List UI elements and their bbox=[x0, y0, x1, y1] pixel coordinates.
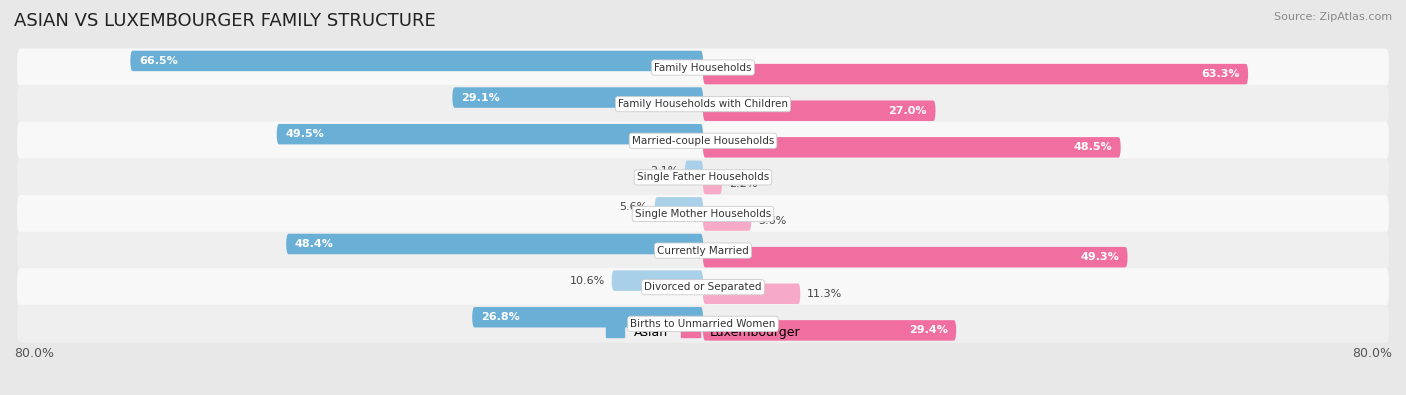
FancyBboxPatch shape bbox=[472, 307, 703, 327]
FancyBboxPatch shape bbox=[17, 305, 1389, 343]
Text: 2.2%: 2.2% bbox=[728, 179, 758, 189]
Text: 48.4%: 48.4% bbox=[295, 239, 333, 249]
FancyBboxPatch shape bbox=[703, 210, 751, 231]
FancyBboxPatch shape bbox=[17, 122, 1389, 160]
FancyBboxPatch shape bbox=[703, 100, 935, 121]
Text: 5.6%: 5.6% bbox=[758, 216, 786, 226]
Text: Family Households: Family Households bbox=[654, 62, 752, 73]
FancyBboxPatch shape bbox=[17, 49, 1389, 87]
FancyBboxPatch shape bbox=[277, 124, 703, 145]
Text: 29.4%: 29.4% bbox=[908, 325, 948, 335]
FancyBboxPatch shape bbox=[703, 64, 1249, 85]
FancyBboxPatch shape bbox=[17, 195, 1389, 233]
FancyBboxPatch shape bbox=[17, 85, 1389, 123]
FancyBboxPatch shape bbox=[17, 268, 1389, 306]
FancyBboxPatch shape bbox=[685, 160, 703, 181]
Text: 49.3%: 49.3% bbox=[1080, 252, 1119, 262]
FancyBboxPatch shape bbox=[612, 270, 703, 291]
Text: 80.0%: 80.0% bbox=[14, 346, 53, 359]
Text: 11.3%: 11.3% bbox=[807, 289, 842, 299]
Text: 48.5%: 48.5% bbox=[1073, 142, 1112, 152]
FancyBboxPatch shape bbox=[703, 247, 1128, 267]
Text: 63.3%: 63.3% bbox=[1201, 69, 1240, 79]
Text: Divorced or Separated: Divorced or Separated bbox=[644, 282, 762, 292]
FancyBboxPatch shape bbox=[703, 320, 956, 340]
Text: 2.1%: 2.1% bbox=[650, 166, 678, 176]
FancyBboxPatch shape bbox=[703, 174, 721, 194]
FancyBboxPatch shape bbox=[703, 137, 1121, 158]
Text: 66.5%: 66.5% bbox=[139, 56, 177, 66]
Text: Births to Unmarried Women: Births to Unmarried Women bbox=[630, 319, 776, 329]
FancyBboxPatch shape bbox=[287, 234, 703, 254]
Text: Single Mother Households: Single Mother Households bbox=[636, 209, 770, 219]
FancyBboxPatch shape bbox=[703, 284, 800, 304]
Text: Family Households with Children: Family Households with Children bbox=[619, 99, 787, 109]
Text: 10.6%: 10.6% bbox=[569, 276, 605, 286]
Text: 80.0%: 80.0% bbox=[1353, 346, 1392, 359]
Legend: Asian, Luxembourger: Asian, Luxembourger bbox=[600, 322, 806, 344]
Text: Currently Married: Currently Married bbox=[657, 246, 749, 256]
FancyBboxPatch shape bbox=[131, 51, 703, 71]
Text: 29.1%: 29.1% bbox=[461, 92, 499, 103]
Text: 27.0%: 27.0% bbox=[889, 106, 927, 116]
FancyBboxPatch shape bbox=[17, 231, 1389, 270]
Text: 49.5%: 49.5% bbox=[285, 129, 323, 139]
Text: 26.8%: 26.8% bbox=[481, 312, 520, 322]
FancyBboxPatch shape bbox=[453, 87, 703, 108]
FancyBboxPatch shape bbox=[17, 158, 1389, 196]
Text: 5.6%: 5.6% bbox=[620, 202, 648, 213]
FancyBboxPatch shape bbox=[655, 197, 703, 218]
Text: Source: ZipAtlas.com: Source: ZipAtlas.com bbox=[1274, 12, 1392, 22]
Text: Single Father Households: Single Father Households bbox=[637, 172, 769, 182]
Text: Married-couple Households: Married-couple Households bbox=[631, 136, 775, 146]
Text: ASIAN VS LUXEMBOURGER FAMILY STRUCTURE: ASIAN VS LUXEMBOURGER FAMILY STRUCTURE bbox=[14, 12, 436, 30]
